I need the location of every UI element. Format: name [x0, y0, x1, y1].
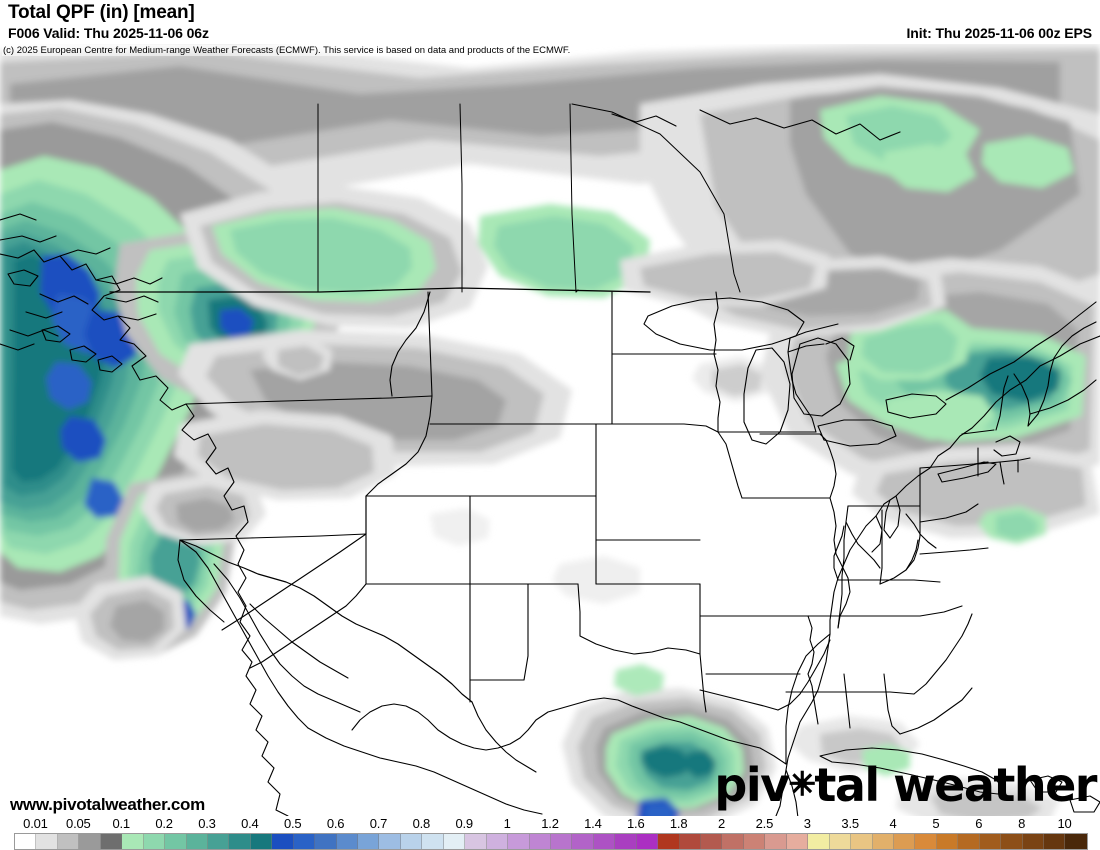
colorbar-tick: 0.1: [112, 816, 130, 831]
colorbar-swatch: [572, 834, 594, 849]
colorbar-swatch: [593, 834, 616, 849]
colorbar-swatch: [358, 834, 380, 849]
colorbar-tick: 1.4: [584, 816, 602, 831]
colorbar-tick: 0.2: [155, 816, 173, 831]
colorbar-tick: 0.3: [198, 816, 216, 831]
colorbar-tick: 1.8: [669, 816, 688, 831]
colorbar-tick: 0.8: [412, 816, 431, 831]
colorbar-tick: 6: [975, 816, 983, 831]
colorbar-tick: 4: [889, 816, 897, 831]
colorbar-swatch: [250, 834, 273, 849]
colorbar-swatch: [979, 834, 1002, 849]
colorbar-swatch: [765, 834, 787, 849]
colorbar-tick: 0.01: [23, 816, 48, 831]
colorbar-tick: 2.5: [755, 816, 774, 831]
colorbar-swatch: [808, 834, 830, 849]
colorbar-swatch: [186, 834, 208, 849]
colorbar-swatch: [379, 834, 401, 849]
colorbar-tick: 0.9: [455, 816, 473, 831]
colorbar-swatch: [486, 834, 509, 849]
colorbar-tick: 0.6: [326, 816, 345, 831]
colorbar-swatch: [272, 834, 294, 849]
colorbar-swatch: [443, 834, 466, 849]
colorbar-tick: 1.6: [627, 816, 645, 831]
colorbar-swatch: [829, 834, 852, 849]
colorbar-swatch: [658, 834, 680, 849]
colorbar-swatch: [1022, 834, 1044, 849]
qpf-map-svg: [0, 44, 1100, 816]
map-borders: [0, 103, 1100, 816]
colorbar-swatch: [57, 834, 80, 849]
colorbar-swatch: [400, 834, 423, 849]
colorbar-swatch: [122, 834, 144, 849]
colorbar-tick: 3.5: [841, 816, 859, 831]
colorbar-swatch: [679, 834, 701, 849]
watermark-text-after: tal weather: [814, 758, 1097, 812]
colorbar-swatch: [100, 834, 123, 849]
colorbar-swatch: [207, 834, 230, 849]
colorbar-swatch: [336, 834, 358, 849]
colorbar-swatch: [315, 834, 337, 849]
map-canvas[interactable]: [0, 44, 1100, 816]
colorbar-tick-labels: 0.01 0.05 0.1 0.2 0.3 0.4 0.5 0.6 0.7 0.8 0.9 1 1.2 1…: [0, 816, 1100, 832]
colorbar-tick: 0.7: [369, 816, 388, 831]
colorbar-swatch: [143, 834, 166, 849]
colorbar-swatch: [529, 834, 551, 849]
colorbar-swatch: [936, 834, 959, 849]
colorbar-swatch: [743, 834, 766, 849]
colorbar-swatch: [915, 834, 937, 849]
colorbar-tick: 3: [803, 816, 811, 831]
colorbar-swatch: [1044, 834, 1066, 849]
colorbar-swatch: [958, 834, 980, 849]
map-header: Total QPF (in) [mean] F006 Valid: Thu 20…: [0, 0, 1100, 44]
colorbar-swatch: [872, 834, 894, 849]
colorbar-swatch: [165, 834, 187, 849]
colorbar-swatch: [893, 834, 916, 849]
colorbar-swatch: [722, 834, 744, 849]
valid-time-label: F006 Valid: Thu 2025-11-06 06z: [8, 25, 209, 41]
colorbar-tick: 8: [1018, 816, 1026, 831]
colorbar-swatch: [701, 834, 723, 849]
colorbar-swatch: [550, 834, 573, 849]
watermark-text-before: piv: [714, 758, 790, 812]
colorbar-swatch: [851, 834, 873, 849]
colorbar-swatch: [1001, 834, 1023, 849]
page-title: Total QPF (in) [mean]: [8, 2, 195, 23]
colorbar-swatches: [14, 833, 1088, 850]
attribution-text: (c) 2025 European Centre for Medium-rang…: [2, 45, 572, 56]
site-url-label: www.pivotalweather.com: [10, 795, 205, 814]
colorbar-tick: 1: [503, 816, 511, 831]
colorbar-swatch: [79, 834, 101, 849]
colorbar-tick: 0.4: [241, 816, 259, 831]
colorbar-swatch: [229, 834, 251, 849]
colorbar-swatch: [422, 834, 444, 849]
colorbar-tick: 0.5: [283, 816, 302, 831]
colorbar-tick: 1.2: [541, 816, 559, 831]
colorbar-swatch: [15, 834, 37, 849]
colorbar: 0.01 0.05 0.1 0.2 0.3 0.4 0.5 0.6 0.7 0.8 0.9 1 1.2 1…: [0, 816, 1100, 850]
colorbar-swatch: [508, 834, 530, 849]
colorbar-tick: 0.05: [66, 816, 91, 831]
colorbar-swatch: [636, 834, 659, 849]
colorbar-swatch: [36, 834, 58, 849]
colorbar-swatch: [465, 834, 487, 849]
pivotal-weather-watermark: piv tal weather: [714, 762, 1097, 808]
colorbar-tick: 2: [718, 816, 726, 831]
init-time-label: Init: Thu 2025-11-06 00z EPS: [906, 25, 1093, 41]
colorbar-tick: 5: [932, 816, 940, 831]
precip-shading: [0, 44, 1100, 816]
colorbar-swatch: [1065, 834, 1087, 849]
colorbar-swatch: [786, 834, 809, 849]
colorbar-swatch: [615, 834, 637, 849]
colorbar-swatch: [293, 834, 316, 849]
colorbar-tick: 10: [1057, 816, 1072, 831]
